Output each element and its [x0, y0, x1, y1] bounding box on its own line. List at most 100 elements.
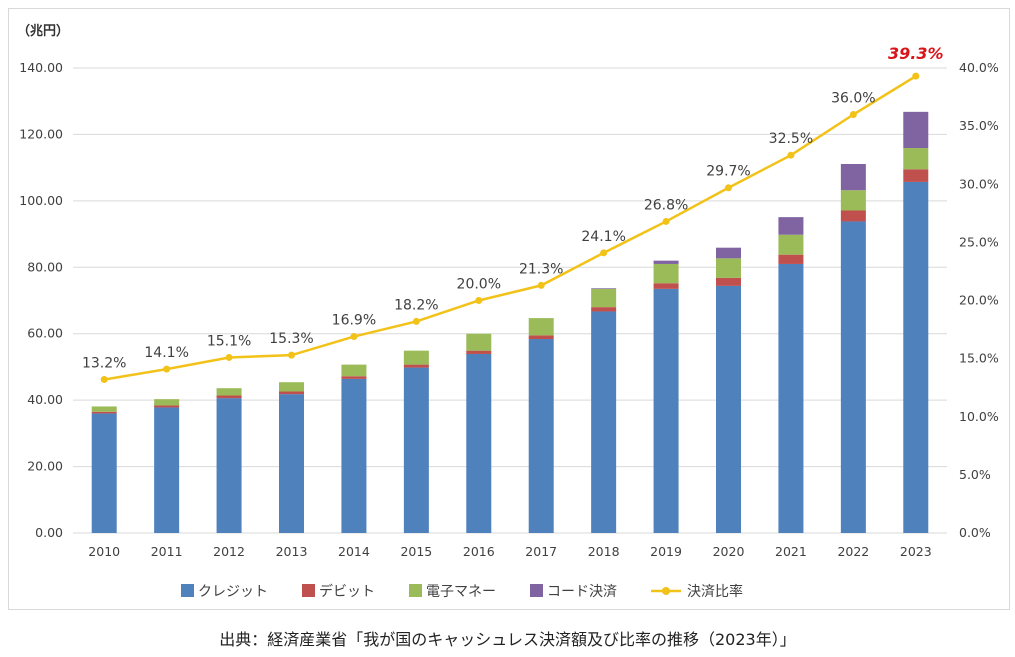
bar-segment — [778, 254, 804, 264]
bar-segment — [154, 407, 180, 533]
ratio-point — [725, 184, 732, 192]
x-tick-label: 2023 — [900, 544, 932, 559]
legend-swatch — [302, 584, 315, 597]
legend-label: クレジット — [198, 584, 268, 600]
legend-swatch — [530, 584, 543, 597]
legend-label: 決済比率 — [687, 583, 743, 600]
x-tick-label: 2016 — [463, 544, 495, 559]
y-right-tick-label: 20.0% — [959, 293, 999, 308]
bar-segment — [653, 260, 679, 264]
ratio-point — [412, 317, 420, 325]
y-left-tick-label: 40.00 — [27, 392, 63, 407]
legend-line-marker — [662, 587, 670, 595]
bar-segment — [653, 283, 679, 289]
bar-segment — [154, 399, 180, 406]
legend-label: デビット — [319, 583, 375, 600]
bar-segment — [716, 285, 741, 533]
bar-segment — [591, 288, 617, 289]
bar-segment — [716, 247, 741, 259]
y-right-tick-label: 35.0% — [959, 118, 999, 133]
bar-segment — [466, 350, 492, 354]
ratio-line — [104, 75, 917, 381]
ratio-point — [787, 151, 795, 159]
x-tick-label: 2019 — [650, 544, 682, 559]
bar-segment — [840, 221, 866, 533]
bar-segment — [778, 234, 804, 255]
ratio-data-label: 32.5% — [769, 131, 813, 147]
x-tick-label: 2011 — [151, 544, 183, 559]
x-tick-label: 2015 — [400, 544, 432, 559]
bar-segment — [653, 288, 679, 533]
x-tick-label: 2022 — [837, 544, 869, 559]
bar-segment — [591, 307, 617, 312]
y-right-tick-label: 40.0% — [959, 60, 999, 75]
bar-segment — [591, 311, 617, 533]
legend-label: 電子マネー — [426, 584, 496, 600]
bar-segment — [341, 378, 367, 533]
source-caption: 出典：経済産業省「我が国のキャッシュレス決済額及び比率の推移（2023年）」 — [219, 630, 796, 649]
bar-segment — [528, 335, 554, 340]
ratio-point — [912, 72, 920, 80]
bar-segment — [716, 258, 741, 278]
x-tick-label: 2012 — [213, 544, 245, 559]
bar-segment — [903, 169, 929, 182]
bar-segment — [154, 405, 180, 408]
bar-segment — [903, 148, 929, 170]
y-right-tick-label: 5.0% — [959, 467, 991, 482]
y-axis-unit-label: （兆円） — [17, 23, 69, 39]
y-right-tick-label: 0.0% — [959, 525, 991, 540]
x-tick-label: 2017 — [525, 544, 557, 559]
ratio-point — [350, 333, 358, 341]
bar-segment — [903, 111, 929, 149]
bar-segment — [778, 263, 804, 533]
ratio-point — [537, 281, 545, 289]
ratio-data-label: 26.8% — [644, 197, 688, 213]
y-left-tick-label: 120.00 — [19, 126, 63, 141]
bar-segment — [840, 163, 866, 191]
bar-segment — [91, 406, 117, 412]
bar-segment — [341, 376, 367, 379]
ratio-data-label: 15.3% — [269, 331, 313, 347]
bar-segment — [403, 364, 429, 368]
ratio-data-label: 21.3% — [519, 261, 563, 277]
y-right-tick-label: 15.0% — [959, 351, 999, 366]
ratio-point — [600, 249, 608, 257]
ratio-data-label: 20.0% — [457, 277, 501, 293]
bar-segment — [91, 411, 117, 414]
bar-segment — [279, 394, 304, 533]
bar-segment — [91, 413, 117, 533]
ratio-point — [475, 297, 483, 304]
ratio-point — [163, 365, 171, 373]
x-tick-label: 2020 — [713, 544, 745, 559]
y-left-tick-label: 140.00 — [19, 60, 63, 75]
ratio-data-label: 13.2% — [82, 356, 126, 372]
ratio-data-label: 29.7% — [706, 164, 750, 180]
chart-frame: （兆円） 0.00 20.00 40.00 60.00 80.00 100.00 120.00… — [8, 8, 1010, 610]
x-tick-label: 2018 — [588, 544, 620, 559]
x-tick-label: 2021 — [775, 544, 807, 559]
x-tick-label: 2014 — [338, 544, 370, 559]
y-left-tick-label: 0.00 — [35, 525, 63, 540]
bar-segment — [279, 391, 304, 395]
bar-segment — [840, 210, 866, 222]
bar-segment — [591, 288, 617, 308]
ratio-data-label: 39.3% — [888, 44, 944, 63]
bar-segment — [216, 398, 242, 533]
x-tick-label: 2013 — [276, 544, 308, 559]
y-left-tick-label: 80.00 — [27, 259, 63, 274]
x-tick-label: 2010 — [88, 544, 120, 559]
ratio-point — [849, 111, 857, 118]
y-right-tick-label: 30.0% — [959, 176, 999, 191]
bar-segment — [403, 350, 429, 365]
bar-segment — [403, 367, 429, 533]
bar-segment — [341, 364, 367, 377]
bar-segment — [216, 388, 242, 396]
ratio-data-label: 14.1% — [144, 345, 188, 361]
ratio-data-label: 18.2% — [394, 297, 438, 313]
y-left-tick-label: 20.00 — [27, 459, 63, 474]
ratio-point — [662, 217, 670, 225]
y-right-tick-label: 10.0% — [959, 409, 999, 424]
bar-segment — [778, 217, 804, 235]
bar-segment — [216, 395, 242, 399]
ratio-point — [288, 351, 295, 359]
